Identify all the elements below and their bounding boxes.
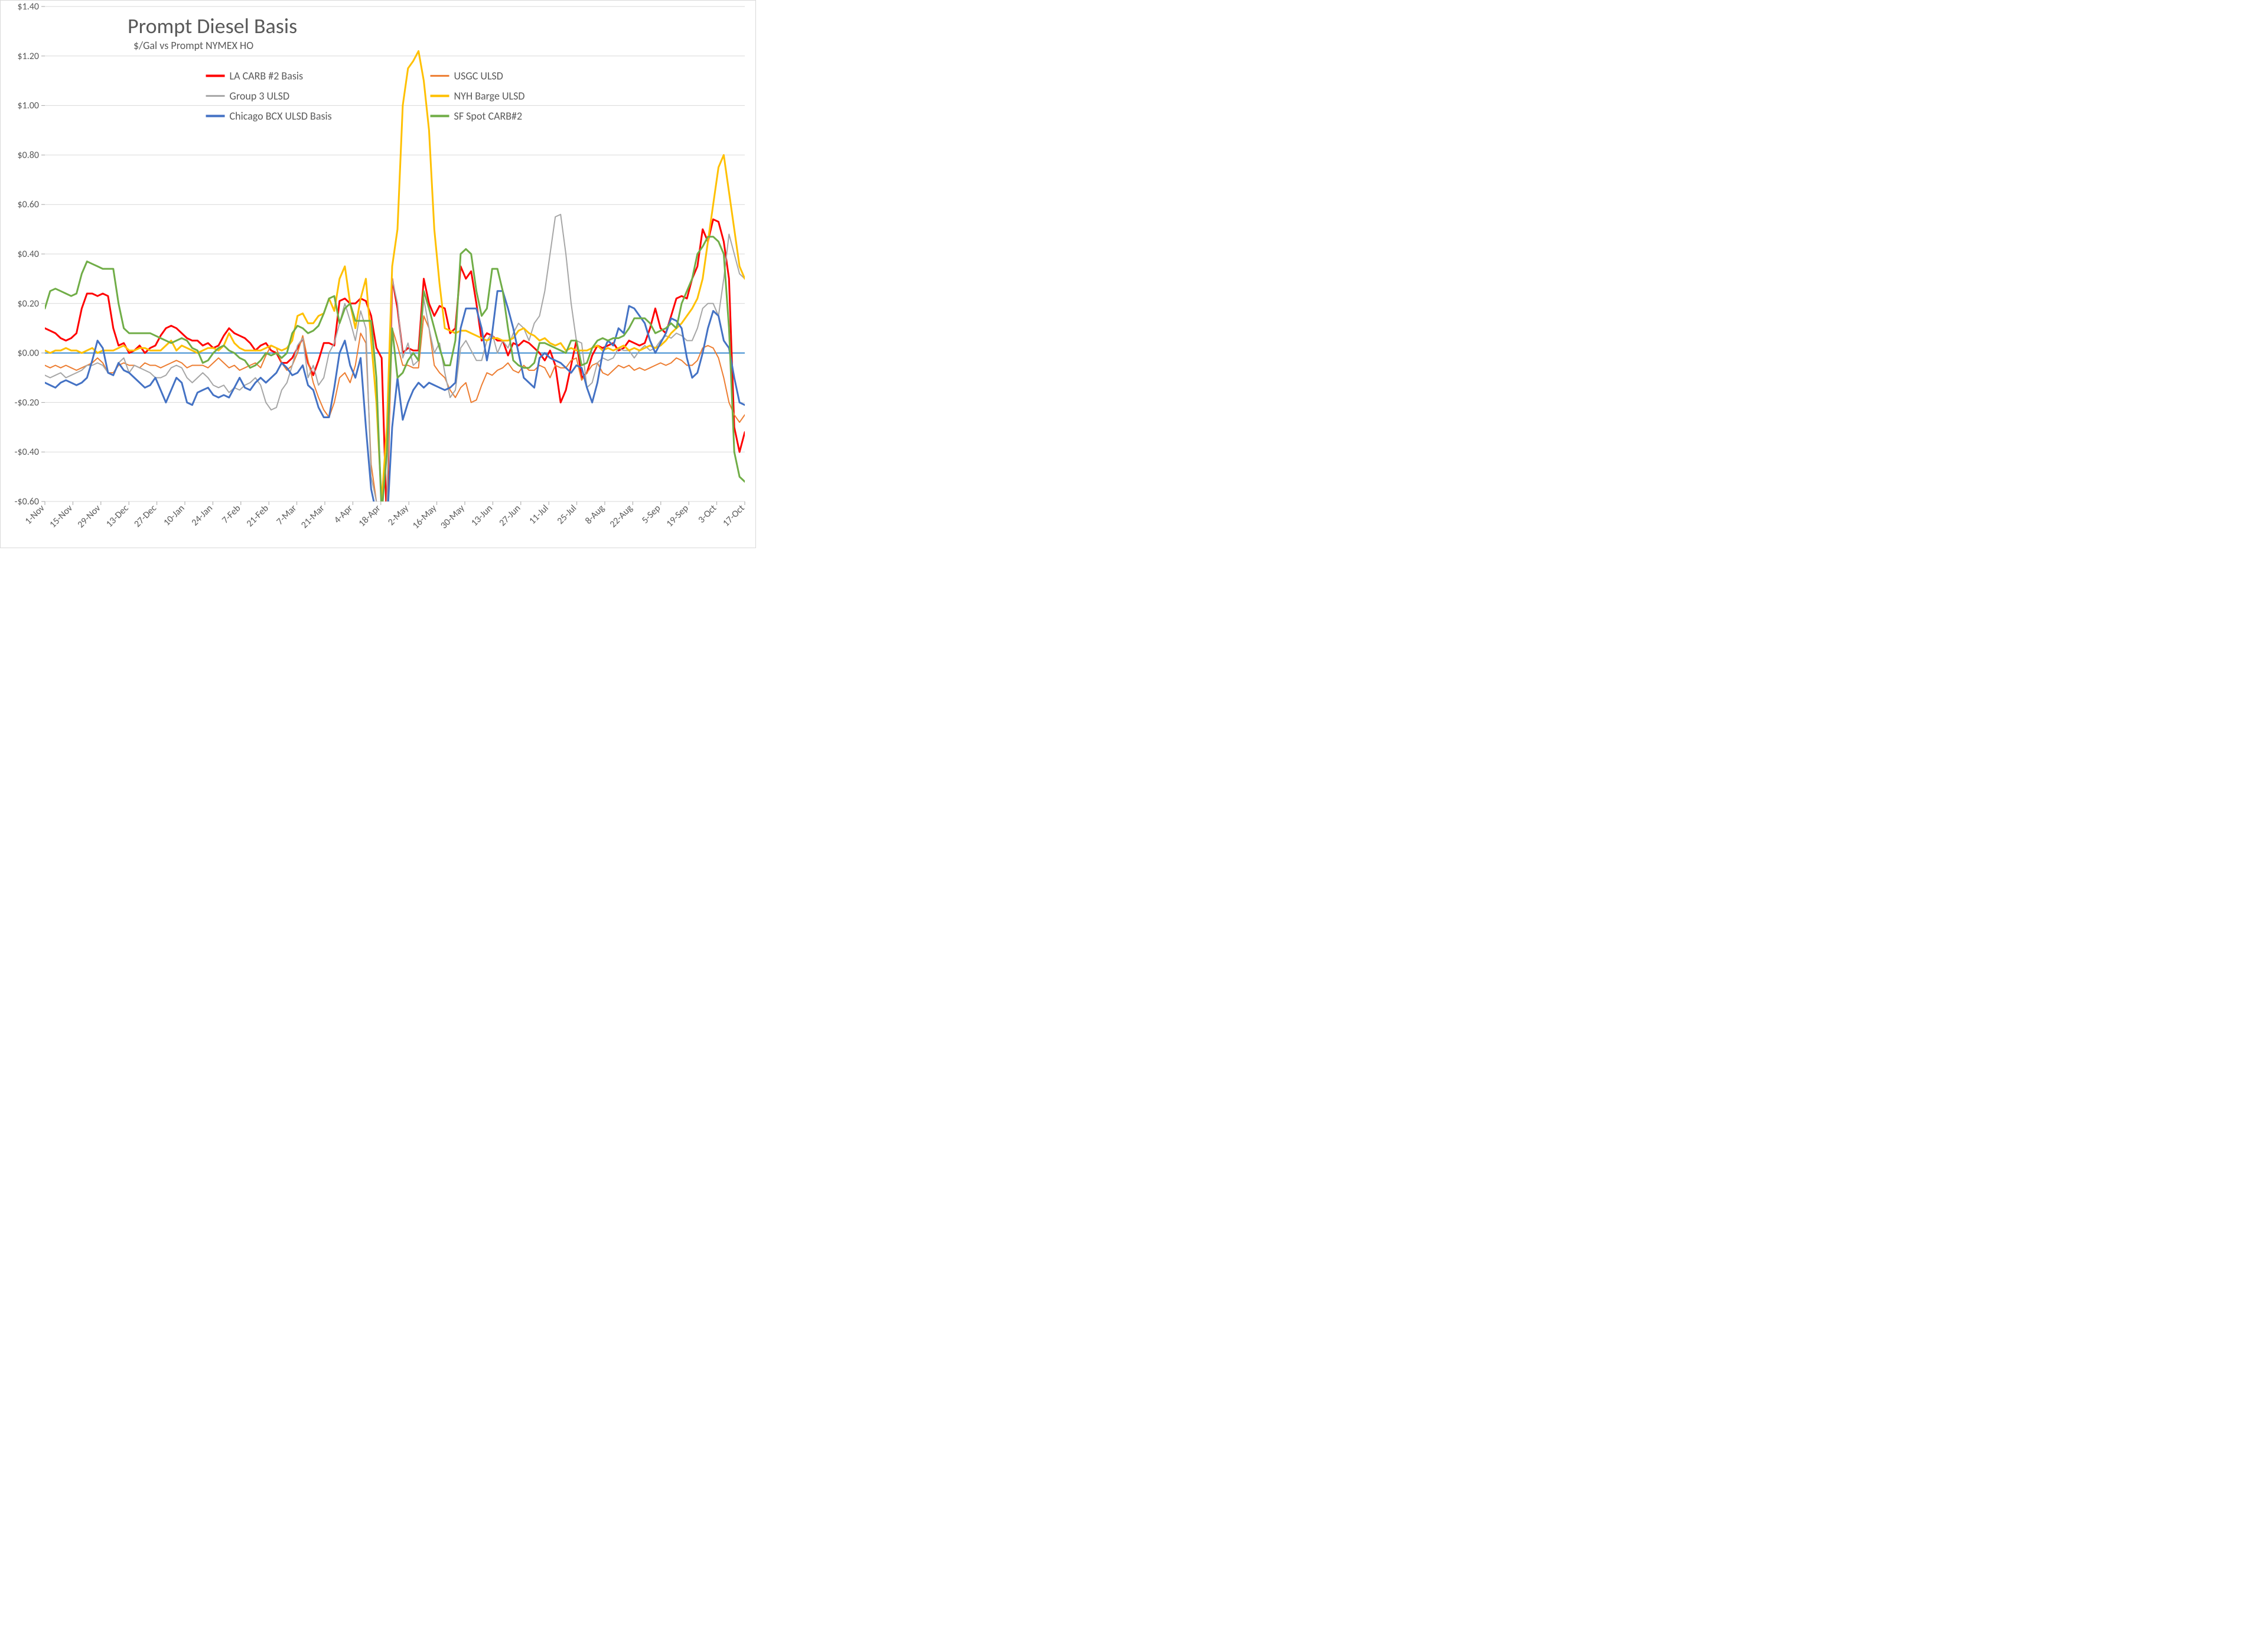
x-tick-label: 24-Jan	[190, 503, 215, 528]
x-tick-label: 4-Apr	[332, 503, 355, 526]
x-tick-label: 21-Feb	[245, 503, 271, 529]
series-line	[45, 237, 745, 514]
x-tick-label: 16-May	[410, 503, 439, 532]
legend-label: LA CARB #2 Basis	[230, 69, 303, 82]
y-tick-label: $1.40	[18, 1, 39, 12]
y-tick-label: $0.80	[18, 149, 39, 161]
series-group	[45, 51, 745, 549]
chart-svg: $1.40 $1.20 $1.00 $0.80 $0.60 $0.40 $0.20 $0.00…	[1, 1, 757, 549]
x-tick-label: 27-Jun	[497, 503, 523, 529]
x-tick-label: 7-Feb	[220, 503, 243, 526]
chart-subtitle: $/Gal vs Prompt NYMEX HO	[133, 39, 253, 52]
y-tick-label: $1.00	[18, 100, 39, 112]
x-tick-label: 21-Mar	[299, 503, 327, 531]
x-tick-label: 18-Apr	[357, 503, 383, 529]
x-tick-label: 19-Sep	[664, 503, 691, 529]
y-tick-label: $0.00	[18, 348, 39, 359]
legend-label: SF Spot CARB#2	[454, 109, 523, 122]
x-tick-label: 5-Sep	[640, 503, 663, 526]
x-tick-label: 25-Jul	[555, 503, 579, 527]
legend-label: Chicago BCX ULSD Basis	[230, 109, 332, 122]
y-tick-label: $0.40	[18, 249, 39, 260]
y-tick-label: -$0.20	[15, 397, 39, 408]
x-tick-label: 13-Dec	[104, 503, 131, 530]
x-tick-label: 27-Dec	[132, 503, 159, 530]
y-tick-label: -$0.40	[15, 447, 39, 458]
x-tick-label: 22-Aug	[608, 503, 636, 530]
x-tick-label: 7-Mar	[274, 503, 299, 527]
x-tick-label: 11-Jul	[527, 503, 551, 527]
x-tick-label: 30-May	[438, 503, 467, 532]
line-chart: $1.40 $1.20 $1.00 $0.80 $0.60 $0.40 $0.20 $0.00…	[0, 0, 756, 548]
x-tick-label: 2-May	[386, 503, 411, 528]
x-tick-label: 8-Aug	[583, 503, 607, 527]
x-tick-label: 17-Oct	[721, 503, 747, 529]
chart-title: Prompt Diesel Basis	[128, 13, 297, 39]
y-tick-label: $1.20	[18, 51, 39, 62]
x-tick-label: 10-Jan	[161, 503, 187, 528]
legend-label: NYH Barge ULSD	[454, 89, 525, 102]
x-tick-label: 29-Nov	[76, 503, 103, 530]
y-tick-label: $0.60	[18, 199, 39, 210]
x-tick-label: 13-Jun	[469, 503, 495, 529]
legend-label: Group 3 ULSD	[230, 89, 289, 102]
legend-label: USGC ULSD	[454, 69, 503, 82]
x-tick-label: 3-Oct	[696, 503, 719, 526]
series-line	[45, 51, 745, 501]
x-tick-label: 15-Nov	[47, 503, 75, 530]
y-tick-label: $0.20	[18, 298, 39, 310]
series-line	[45, 214, 745, 549]
